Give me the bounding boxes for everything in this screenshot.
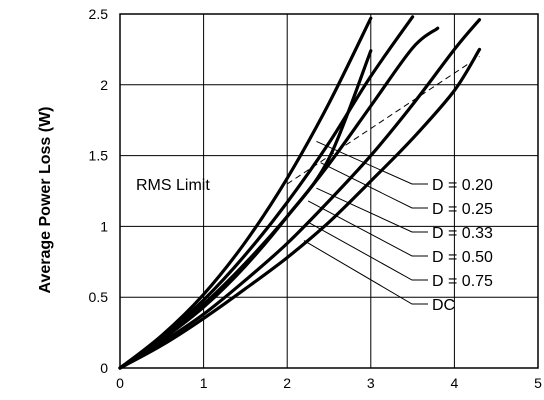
y-tick-label: 0	[100, 360, 108, 376]
y-tick-label: 1	[100, 218, 108, 234]
curves	[118, 15, 482, 370]
annotation-leader	[316, 187, 428, 233]
series-label: D = 0.25	[432, 201, 493, 218]
series-line-5	[118, 18, 482, 370]
annotation-leader	[303, 240, 428, 305]
annotation-leader	[307, 200, 428, 257]
y-tick-label: 2	[100, 77, 108, 93]
y-tick-label: 1.5	[89, 148, 109, 164]
series-line-3	[118, 26, 440, 370]
y-tick-label: 0.5	[89, 289, 109, 305]
annotation-leader	[316, 140, 428, 185]
y-tick-label: 2.5	[89, 6, 109, 22]
annotation-labels: D = 0.20 D = 0.25 D = 0.33 D = 0.50 D = 0.75…	[432, 177, 493, 314]
x-tick-label: 1	[200, 375, 208, 391]
series-line-6	[118, 47, 482, 370]
series-label: D = 0.75	[432, 273, 493, 290]
annotation-leader	[320, 162, 428, 209]
grid	[119, 13, 539, 369]
series-label: D = 0.33	[432, 225, 493, 242]
annotation-leaders	[303, 140, 428, 305]
x-tick-label: 3	[367, 375, 375, 391]
tick-labels: 0 1 2 3 4 5 0 0.5 1 1.5 2 2.5	[89, 6, 543, 391]
plot-frame	[119, 13, 539, 369]
x-tick-label: 4	[451, 375, 459, 391]
rms-limit-line	[286, 56, 480, 185]
x-tick-label: 2	[283, 375, 291, 391]
series-label: D = 0.20	[432, 177, 493, 194]
x-tick-label: 5	[534, 375, 542, 391]
series-label: D = 0.50	[432, 249, 493, 266]
series-label: DC	[432, 297, 455, 314]
rms-limit-label: RMS Limit	[136, 177, 210, 194]
annotation-leader	[307, 221, 428, 281]
x-tick-label: 0	[116, 375, 124, 391]
y-axis-label: Average Power Loss (W)	[37, 106, 54, 293]
series-line-4	[118, 49, 373, 370]
